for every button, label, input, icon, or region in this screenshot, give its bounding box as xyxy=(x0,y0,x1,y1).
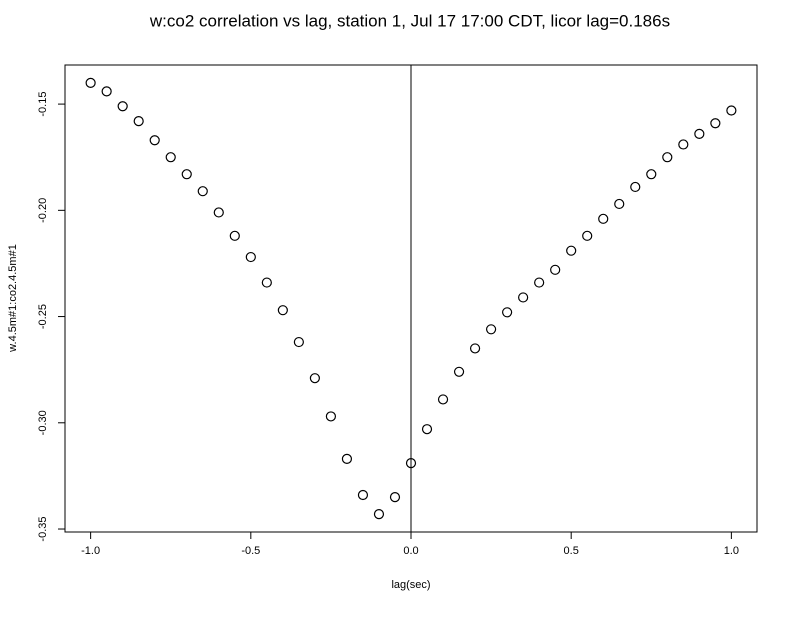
point xyxy=(694,128,705,139)
y-tick-label: -0.15 xyxy=(37,92,49,117)
point xyxy=(165,152,176,163)
y-tick-label: -0.30 xyxy=(37,410,49,435)
point xyxy=(85,77,96,88)
y-tick-label: -0.20 xyxy=(37,198,49,223)
point xyxy=(518,292,529,303)
point xyxy=(293,336,304,348)
point xyxy=(453,366,465,377)
y-axis-label: w.4.5m#1:co2.4.5m#1 xyxy=(7,244,19,353)
point xyxy=(598,213,609,224)
y-tick-label: -0.25 xyxy=(37,304,49,329)
point xyxy=(534,277,545,288)
x-tick-label: -0.5 xyxy=(241,545,260,557)
point xyxy=(229,230,240,241)
y-tick-label: -0.35 xyxy=(37,516,49,541)
point xyxy=(726,105,737,116)
point xyxy=(630,181,641,193)
point xyxy=(662,152,673,163)
point xyxy=(245,251,256,263)
point xyxy=(437,394,449,405)
x-axis-label: lag(sec) xyxy=(391,579,430,591)
point xyxy=(678,139,689,150)
point xyxy=(101,86,112,97)
point xyxy=(133,115,144,127)
point xyxy=(325,411,337,422)
point xyxy=(614,198,625,210)
point xyxy=(277,305,288,316)
point xyxy=(341,453,353,465)
point xyxy=(710,118,721,129)
point xyxy=(405,458,417,469)
point xyxy=(566,245,577,256)
point xyxy=(502,307,513,318)
x-tick-label: 0.0 xyxy=(403,545,418,557)
point xyxy=(181,169,192,180)
point xyxy=(373,509,385,520)
point xyxy=(197,186,208,197)
x-tick-label: -1.0 xyxy=(81,545,100,557)
point xyxy=(357,489,369,501)
point xyxy=(261,277,272,288)
point xyxy=(149,135,160,146)
point xyxy=(213,207,224,218)
point xyxy=(550,264,561,275)
x-tick-label: 1.0 xyxy=(724,545,739,557)
point xyxy=(582,230,593,241)
point xyxy=(309,373,320,384)
x-tick-label: 0.5 xyxy=(564,545,579,557)
point xyxy=(646,169,657,180)
point xyxy=(389,492,401,503)
point xyxy=(421,424,433,435)
point xyxy=(469,343,481,354)
point xyxy=(117,101,128,112)
point xyxy=(485,324,497,335)
chart-title: w:co2 correlation vs lag, station 1, Jul… xyxy=(149,11,670,30)
